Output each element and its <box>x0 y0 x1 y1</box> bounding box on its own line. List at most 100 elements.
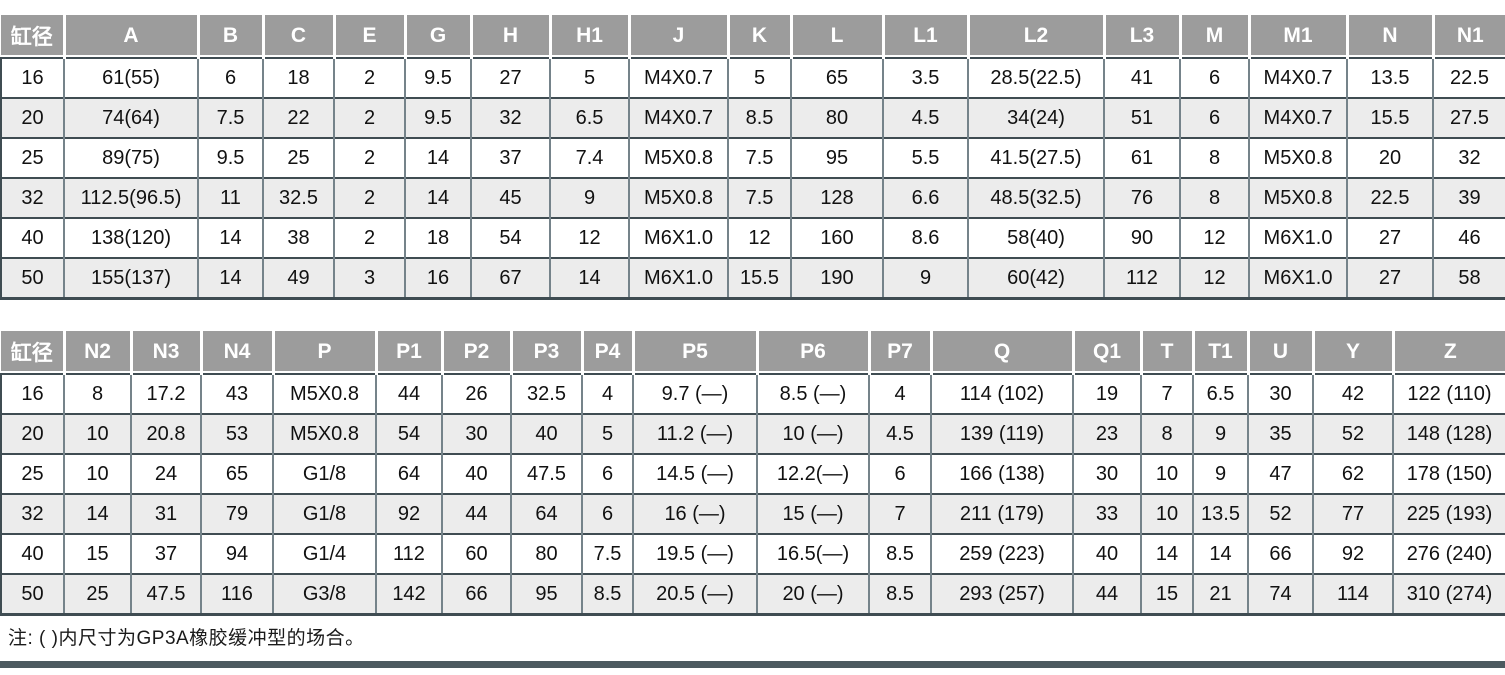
table-cell: 14 <box>197 217 263 258</box>
table-cell: G3/8 <box>272 573 376 616</box>
table-cell: 8 <box>1140 413 1193 454</box>
table-cell: 38 <box>262 217 334 258</box>
bore-size-cell: 32 <box>0 177 64 218</box>
table-cell: 9 <box>1192 413 1248 454</box>
table-row: 16 61(55) 6 18 2 9.5 27 5 M4X0.7 5 65 3.5 28.5(22.5)… <box>0 57 1505 98</box>
table-row: 32 14 31 79 G1/8 92 44 64 6 16 (—) 15 (—) 7 211 (179… <box>0 493 1505 534</box>
table-cell: 43 <box>200 373 273 414</box>
table-cell: 6 <box>197 57 263 98</box>
table-cell: 14 <box>197 257 263 300</box>
column-header: 缸径 <box>1 15 64 58</box>
table-cell: 80 <box>790 97 883 138</box>
bore-size-cell: 40 <box>0 533 64 574</box>
table-cell: 92 <box>375 493 442 534</box>
column-header: J <box>627 15 728 58</box>
table-cell: 21 <box>1192 573 1248 616</box>
table-cell: 14.5 (—) <box>632 453 757 494</box>
table-cell: 10 (—) <box>756 413 869 454</box>
table-cell: 19.5 (—) <box>632 533 757 574</box>
table-cell: 166 (138) <box>930 453 1073 494</box>
table-cell: M6X1.0 <box>1248 217 1347 258</box>
column-header: T <box>1139 331 1193 374</box>
table-cell: M5X0.8 <box>1248 177 1347 218</box>
table-cell: M5X0.8 <box>272 413 376 454</box>
table-cell: 41.5(27.5) <box>967 137 1104 178</box>
table-cell: 44 <box>441 493 511 534</box>
column-header: P3 <box>509 331 582 374</box>
column-header: L2 <box>966 15 1104 58</box>
table-cell: 60(42) <box>967 257 1104 300</box>
column-header: H1 <box>548 15 629 58</box>
table-cell: 2 <box>333 137 405 178</box>
table-cell: 128 <box>790 177 883 218</box>
table-cell: 12 <box>1179 217 1249 258</box>
column-header: T1 <box>1191 331 1248 374</box>
table-cell: 30 <box>1072 453 1141 494</box>
column-header: P6 <box>755 331 869 374</box>
table-cell: 155(137) <box>63 257 198 300</box>
table-cell: 8 <box>63 373 131 414</box>
table-cell: 47 <box>1247 453 1313 494</box>
table-cell: 139 (119) <box>930 413 1073 454</box>
table-cell: G1/8 <box>272 453 376 494</box>
table-cell: 95 <box>510 573 582 616</box>
table-cell: 16.5(—) <box>756 533 869 574</box>
table-cell: 64 <box>375 453 442 494</box>
table-row: 40 15 37 94 G1/4 112 60 80 7.5 19.5 (—) 16.5(—) 8.5… <box>0 533 1505 574</box>
table-cell: 6 <box>868 453 931 494</box>
table-cell: 79 <box>200 493 273 534</box>
table-cell: M6X1.0 <box>628 257 728 300</box>
header-row: 缸径 N2 N3 N4 P P1 P2 P3 P4 P5 P6 P7 Q Q1 T T1 U Y Z <box>1 331 1505 374</box>
table-body: 16 61(55) 6 18 2 9.5 27 5 M4X0.7 5 65 3.5 28.5(22.5)… <box>0 57 1505 300</box>
table-cell: 6.6 <box>882 177 968 218</box>
table-cell: 26 <box>441 373 511 414</box>
table-cell: 7.5 <box>197 97 263 138</box>
table-cell: 28.5(22.5) <box>967 57 1104 98</box>
column-header: 缸径 <box>1 331 64 374</box>
table-cell: 58 <box>1432 257 1505 300</box>
table-cell: 3 <box>333 257 405 300</box>
table-row: 20 10 20.8 53 M5X0.8 54 30 40 5 11.2 (—) 10 (—) 4.5… <box>0 413 1505 454</box>
header-row: 缸径 A B C E G H H1 J K L L1 L2 L3 M M1 N N1 <box>1 15 1505 58</box>
table-row: 32 112.5(96.5) 11 32.5 2 14 45 9 M5X0.8 7.5 128 6.6… <box>0 177 1505 218</box>
table-cell: M4X0.7 <box>628 57 728 98</box>
column-header: L3 <box>1102 15 1180 58</box>
table-cell: M5X0.8 <box>628 137 728 178</box>
table-cell: 20.5 (—) <box>632 573 757 616</box>
table-cell: 6 <box>1179 97 1249 138</box>
table-cell: 15 (—) <box>756 493 869 534</box>
table-cell: 6.5 <box>549 97 629 138</box>
table-row: 25 89(75) 9.5 25 2 14 37 7.4 M5X0.8 7.5 95 5.5 41.5(… <box>0 137 1505 178</box>
table-cell: 89(75) <box>63 137 198 178</box>
table-cell: 18 <box>404 217 471 258</box>
column-header: P2 <box>440 331 511 374</box>
table-cell: 12.2(—) <box>756 453 869 494</box>
table-cell: G1/4 <box>272 533 376 574</box>
table-cell: 61 <box>1103 137 1180 178</box>
table-body: 16 8 17.2 43 M5X0.8 44 26 32.5 4 9.7 (—) 8.5 (—) 4 1… <box>0 373 1505 616</box>
table-row: 40 138(120) 14 38 2 18 54 12 M6X1.0 12 160 8.6 58(40… <box>0 217 1505 258</box>
table-cell: 10 <box>1140 453 1193 494</box>
table-cell: 95 <box>790 137 883 178</box>
table-cell: 61(55) <box>63 57 198 98</box>
table-cell: 190 <box>790 257 883 300</box>
column-header: H <box>469 15 550 58</box>
table-row: 25 10 24 65 G1/8 64 40 47.5 6 14.5 (—) 12.2(—) 6 166… <box>0 453 1505 494</box>
column-header: M1 <box>1247 15 1347 58</box>
table-cell: 31 <box>130 493 201 534</box>
table-cell: 7 <box>868 493 931 534</box>
table-cell: 32 <box>470 97 550 138</box>
table-cell: 20 <box>1346 137 1433 178</box>
column-header: K <box>726 15 791 58</box>
column-header: N1 <box>1431 15 1505 58</box>
table-cell: 5.5 <box>882 137 968 178</box>
table-cell: 2 <box>333 57 405 98</box>
table-cell: 9.7 (—) <box>632 373 757 414</box>
table-cell: 4 <box>581 373 633 414</box>
table-cell: 52 <box>1312 413 1393 454</box>
bore-size-cell: 40 <box>0 217 64 258</box>
table-cell: 54 <box>470 217 550 258</box>
table-row: 50 155(137) 14 49 3 16 67 14 M6X1.0 15.5 190 9 60(42… <box>0 257 1505 300</box>
table-cell: 112 <box>1103 257 1180 300</box>
table-cell: 142 <box>375 573 442 616</box>
